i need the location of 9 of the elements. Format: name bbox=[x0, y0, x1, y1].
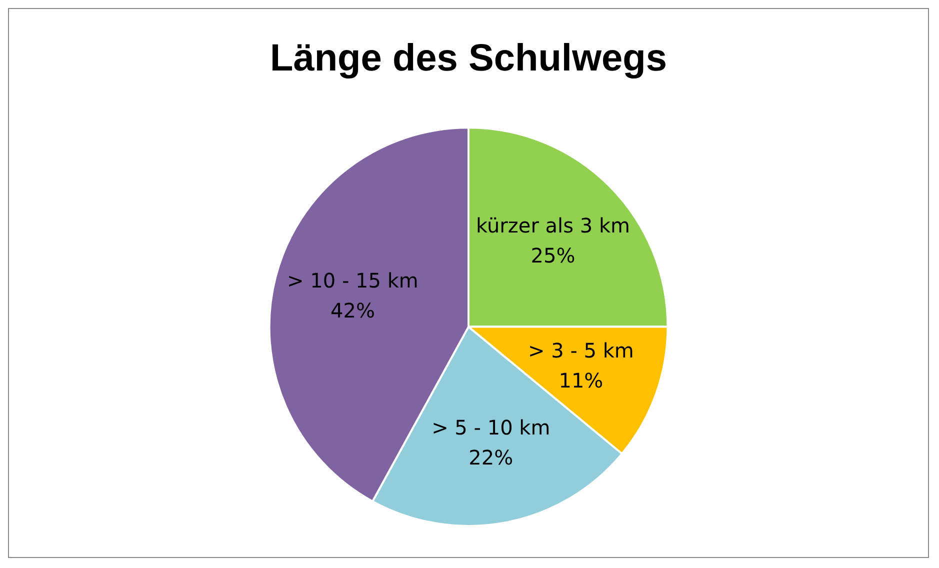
chart-title: Länge des Schulwegs bbox=[270, 37, 667, 80]
data-label: 22% bbox=[468, 445, 514, 470]
slice-label: > 10 - 15 km bbox=[287, 268, 418, 292]
slice-label: > 3 - 5 km bbox=[528, 338, 634, 362]
data-label: 42% bbox=[330, 298, 375, 322]
slice-label: > 5 - 10 km bbox=[432, 415, 550, 440]
slice-label: kürzer als 3 km bbox=[476, 213, 630, 238]
data-label: 25% bbox=[530, 243, 576, 268]
data-label: 11% bbox=[558, 368, 604, 392]
